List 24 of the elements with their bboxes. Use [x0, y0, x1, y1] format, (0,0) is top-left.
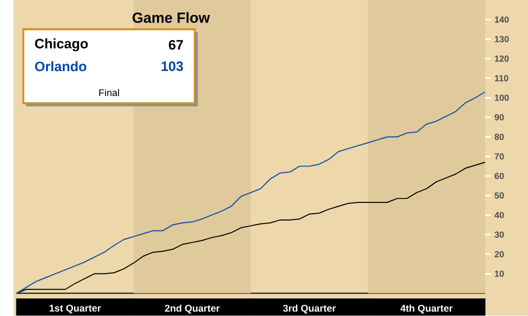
y-tick-label: 130	[494, 36, 509, 42]
text: Orlando	[35, 61, 86, 72]
y-tick-label: 80	[494, 134, 504, 140]
x-tick-label: 1st Quarter	[50, 304, 101, 314]
y-tick-label: 40	[494, 212, 504, 218]
y-tick-label: 50	[494, 192, 504, 199]
y-tick-label: 10	[494, 270, 504, 277]
x-tick-label: 2nd Quarter	[164, 304, 220, 314]
text: Game Flow	[132, 12, 210, 24]
x-tick-label: 4th Quarter	[400, 304, 453, 314]
annotation: 67	[168, 40, 183, 50]
y-tick-label: 60	[494, 173, 504, 180]
annotation: 103	[162, 62, 184, 72]
y-tick-label: 30	[494, 232, 504, 238]
text: Chicago	[35, 38, 88, 52]
y-tick-label: 140	[494, 16, 509, 23]
y-tick-label: 100	[494, 94, 509, 102]
y-tick-label: 20	[494, 251, 504, 258]
x-tick-label: 3rd Quarter	[283, 304, 336, 314]
y-tick-label: 120	[494, 56, 509, 62]
y-tick-label: 70	[494, 153, 504, 160]
annotation: Final	[99, 89, 119, 96]
y-tick-label: 90	[494, 114, 504, 121]
y-tick-label: 110	[494, 75, 508, 82]
